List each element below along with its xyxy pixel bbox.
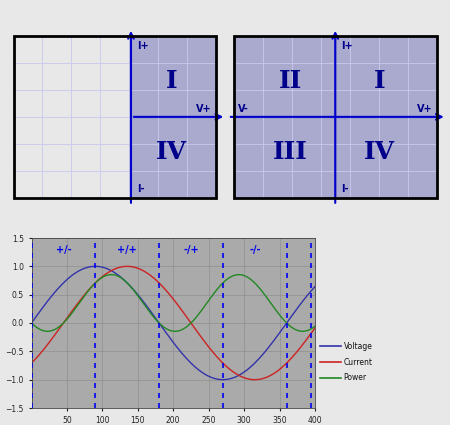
Voltage: [220, 377, 225, 382]
Text: V+: V+: [196, 104, 212, 114]
Power: [172, 329, 178, 334]
Text: II: II: [279, 69, 302, 94]
Text: -/-: -/-: [249, 245, 261, 255]
Power: [159, 323, 165, 328]
Line: Voltage: Voltage: [32, 266, 315, 380]
Text: I: I: [166, 69, 177, 94]
Power: [304, 328, 310, 333]
Voltage: [304, 293, 310, 298]
Line: Power: Power: [32, 275, 315, 332]
Text: I+: I+: [341, 41, 353, 51]
Current: [43, 344, 49, 349]
Text: I-: I-: [137, 184, 144, 194]
Current: [304, 336, 310, 341]
Text: III: III: [273, 140, 308, 164]
Bar: [335, 36, 436, 117]
Text: -/+: -/+: [183, 245, 199, 255]
Power: [29, 320, 34, 326]
Current: [159, 283, 165, 289]
Text: +/+: +/+: [117, 245, 137, 255]
Text: I: I: [374, 69, 386, 94]
Voltage: [252, 360, 258, 366]
Current: [252, 377, 258, 382]
Voltage: [312, 284, 318, 289]
Bar: [234, 117, 335, 198]
Voltage: [167, 335, 172, 340]
Power: [312, 323, 318, 329]
Current: [29, 360, 34, 366]
Power: [304, 328, 310, 333]
Bar: [335, 117, 436, 198]
Text: +/-: +/-: [56, 245, 71, 255]
Current: [304, 337, 310, 342]
Power: [108, 272, 114, 277]
Voltage: [159, 325, 165, 330]
Text: I+: I+: [137, 41, 148, 51]
Current: [252, 377, 257, 382]
Text: V+: V+: [417, 104, 432, 114]
Voltage: [43, 301, 49, 306]
Text: IV: IV: [156, 140, 187, 164]
Bar: [131, 36, 216, 117]
Voltage: [29, 320, 34, 326]
Power: [167, 328, 172, 333]
Text: Current: Current: [344, 358, 373, 367]
Text: IV: IV: [364, 140, 395, 164]
Bar: [131, 117, 216, 198]
Bar: [234, 36, 335, 117]
Text: I-: I-: [341, 184, 349, 194]
Power: [43, 329, 49, 334]
Voltage: [93, 264, 98, 269]
Voltage: [304, 293, 310, 298]
Line: Current: Current: [32, 266, 315, 380]
Text: Power: Power: [344, 374, 367, 382]
Power: [252, 280, 258, 286]
Current: [125, 264, 130, 269]
Current: [167, 292, 172, 297]
Current: [312, 326, 318, 331]
Text: Voltage: Voltage: [344, 342, 373, 351]
Text: V-: V-: [238, 104, 249, 114]
